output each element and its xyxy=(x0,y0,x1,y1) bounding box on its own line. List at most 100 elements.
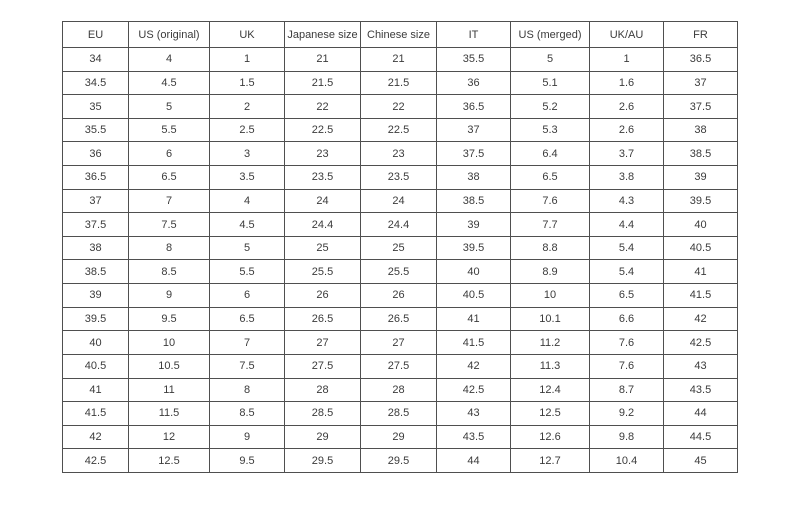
table-row: 39.5 9.5 6.5 26.5 26.5 41 10.1 6.6 42 xyxy=(62,306,738,332)
table-cell: 36 xyxy=(62,141,129,167)
column-header: Chinese size xyxy=(360,21,437,48)
table-cell: 41 xyxy=(436,306,511,332)
table-cell: 8.5 xyxy=(128,259,210,285)
table-row: 40.5 10.5 7.5 27.5 27.5 42 11.3 7.6 43 xyxy=(62,353,738,379)
table-cell: 12.4 xyxy=(510,377,590,403)
table-cell: 6.5 xyxy=(209,306,285,332)
table-row: 42.5 12.5 9.5 29.5 29.5 44 12.7 10.4 45 xyxy=(62,448,738,473)
table-cell: 41.5 xyxy=(62,401,129,426)
table-cell: 21 xyxy=(284,47,361,72)
table-cell: 43 xyxy=(663,353,738,379)
table-cell: 29.5 xyxy=(284,448,361,473)
table-cell: 27.5 xyxy=(360,353,437,379)
table-cell: 1 xyxy=(209,47,285,72)
table-cell: 26 xyxy=(360,283,437,308)
table-cell: 34 xyxy=(62,47,129,72)
table-cell: 10.4 xyxy=(589,448,664,473)
table-cell: 36.5 xyxy=(62,165,129,190)
table-cell: 28.5 xyxy=(360,401,437,426)
table-cell: 6.6 xyxy=(589,306,664,332)
table-cell: 28 xyxy=(360,377,437,403)
table-cell: 41 xyxy=(62,377,129,403)
table-row: 40 10 7 27 27 41.5 11.2 7.6 42.5 xyxy=(62,330,738,355)
table-cell: 6.5 xyxy=(589,283,664,308)
table-cell: 7 xyxy=(128,188,210,214)
table-cell: 37.5 xyxy=(436,141,511,167)
table-header: EU US (original) UK Japanese size Chinese si… xyxy=(62,21,738,48)
table-cell: 9.5 xyxy=(209,448,285,473)
table-cell: 3 xyxy=(209,141,285,167)
table-cell: 9.5 xyxy=(128,306,210,332)
table-cell: 6 xyxy=(209,283,285,308)
table-body: 34 4 1 21 21 35.5 5 1 36.5 34.5 4.5 1.5 21.5 21.5 36 5.… xyxy=(62,47,738,473)
table-cell: 42.5 xyxy=(663,330,738,355)
table-cell: 10 xyxy=(128,330,210,355)
table-cell: 11.2 xyxy=(510,330,590,355)
table-cell: 3.7 xyxy=(589,141,664,167)
table-cell: 24.4 xyxy=(360,212,437,237)
table-cell: 4.3 xyxy=(589,188,664,214)
table-cell: 40 xyxy=(663,212,738,237)
table-cell: 25 xyxy=(360,235,437,261)
table-cell: 7.6 xyxy=(510,188,590,214)
table-cell: 29 xyxy=(284,424,361,450)
table-cell: 39 xyxy=(436,212,511,237)
table-cell: 10.5 xyxy=(128,353,210,379)
table-cell: 35.5 xyxy=(62,117,129,143)
table-cell: 36 xyxy=(436,70,511,96)
table-cell: 38 xyxy=(436,165,511,190)
table-cell: 28 xyxy=(284,377,361,403)
table-cell: 41 xyxy=(663,259,738,285)
table-cell: 10 xyxy=(510,283,590,308)
table-cell: 8.9 xyxy=(510,259,590,285)
table-cell: 44 xyxy=(436,448,511,473)
table-row: 38 8 5 25 25 39.5 8.8 5.4 40.5 xyxy=(62,235,738,261)
table-cell: 12 xyxy=(128,424,210,450)
table-cell: 35 xyxy=(62,94,129,119)
table-cell: 6.5 xyxy=(128,165,210,190)
table-cell: 6.5 xyxy=(510,165,590,190)
table-cell: 8.5 xyxy=(209,401,285,426)
table-cell: 43.5 xyxy=(663,377,738,403)
table-cell: 45 xyxy=(663,448,738,473)
table-row: 39 9 6 26 26 40.5 10 6.5 41.5 xyxy=(62,283,738,308)
table-cell: 12.6 xyxy=(510,424,590,450)
table-cell: 38.5 xyxy=(663,141,738,167)
table-cell: 9 xyxy=(128,283,210,308)
table-cell: 23 xyxy=(284,141,361,167)
table-cell: 7.5 xyxy=(128,212,210,237)
table-cell: 6 xyxy=(128,141,210,167)
table-row: 37.5 7.5 4.5 24.4 24.4 39 7.7 4.4 40 xyxy=(62,212,738,237)
table-cell: 9.2 xyxy=(589,401,664,426)
table-cell: 4.5 xyxy=(209,212,285,237)
table-cell: 1.5 xyxy=(209,70,285,96)
table-cell: 22.5 xyxy=(360,117,437,143)
table-cell: 8.7 xyxy=(589,377,664,403)
column-header: US (original) xyxy=(128,21,210,48)
table-cell: 6.4 xyxy=(510,141,590,167)
table-cell: 42.5 xyxy=(436,377,511,403)
column-header: EU xyxy=(62,21,129,48)
table-cell: 8.8 xyxy=(510,235,590,261)
table-cell: 39.5 xyxy=(436,235,511,261)
table-cell: 35.5 xyxy=(436,47,511,72)
table-cell: 3.5 xyxy=(209,165,285,190)
table-cell: 34.5 xyxy=(62,70,129,96)
table-cell: 38 xyxy=(663,117,738,143)
table-cell: 21 xyxy=(360,47,437,72)
table-cell: 39 xyxy=(62,283,129,308)
table-cell: 39.5 xyxy=(62,306,129,332)
table-cell: 37.5 xyxy=(663,94,738,119)
table-cell: 36.5 xyxy=(663,47,738,72)
table-cell: 27 xyxy=(360,330,437,355)
table-cell: 12.5 xyxy=(128,448,210,473)
table-cell: 40.5 xyxy=(62,353,129,379)
table-row: 41.5 11.5 8.5 28.5 28.5 43 12.5 9.2 44 xyxy=(62,401,738,426)
table-row: 35.5 5.5 2.5 22.5 22.5 37 5.3 2.6 38 xyxy=(62,117,738,143)
table-row: 35 5 2 22 22 36.5 5.2 2.6 37.5 xyxy=(62,94,738,119)
table-cell: 36.5 xyxy=(436,94,511,119)
table-cell: 24.4 xyxy=(284,212,361,237)
table-cell: 5.5 xyxy=(209,259,285,285)
table-cell: 39 xyxy=(663,165,738,190)
table-cell: 40.5 xyxy=(436,283,511,308)
